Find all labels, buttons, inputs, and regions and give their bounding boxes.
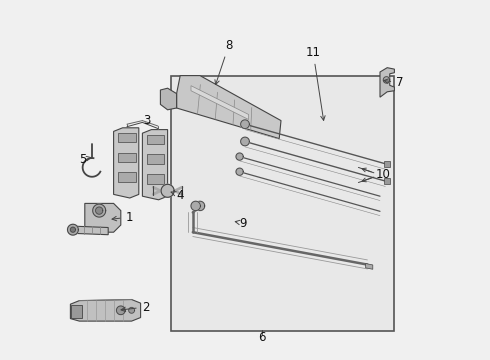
Polygon shape [143,130,168,200]
Polygon shape [85,203,121,232]
Text: 9: 9 [235,217,247,230]
Bar [147,174,164,184]
Text: 5: 5 [79,153,92,166]
Text: 2: 2 [121,301,149,314]
Polygon shape [196,201,205,211]
Bar [171,76,394,331]
Polygon shape [191,201,200,211]
Polygon shape [241,120,249,129]
Bar [147,154,164,164]
Polygon shape [176,76,281,139]
Polygon shape [71,300,141,321]
Polygon shape [241,137,249,146]
Bar [118,133,136,142]
Bar [118,172,136,182]
Polygon shape [236,168,243,175]
Polygon shape [93,204,106,217]
Polygon shape [72,226,108,235]
Polygon shape [117,306,125,315]
Text: 3: 3 [143,114,150,127]
Polygon shape [71,227,75,232]
Text: 7: 7 [384,76,404,89]
Polygon shape [129,307,134,313]
Polygon shape [161,184,174,197]
Bar [72,305,81,318]
Polygon shape [366,264,373,269]
Polygon shape [384,161,390,167]
Polygon shape [68,224,78,235]
Text: 6: 6 [259,331,266,344]
Polygon shape [114,128,139,198]
Text: 1: 1 [112,211,133,224]
Polygon shape [236,153,243,160]
Polygon shape [384,178,390,184]
Bar [118,153,136,162]
Polygon shape [191,86,248,120]
Polygon shape [383,77,390,83]
Text: 8: 8 [215,39,233,85]
Text: 4: 4 [171,189,184,202]
Text: 10: 10 [375,168,390,181]
Text: 11: 11 [306,46,325,120]
Polygon shape [160,88,176,110]
Bar [147,135,164,144]
Polygon shape [96,207,103,214]
Polygon shape [380,68,394,97]
